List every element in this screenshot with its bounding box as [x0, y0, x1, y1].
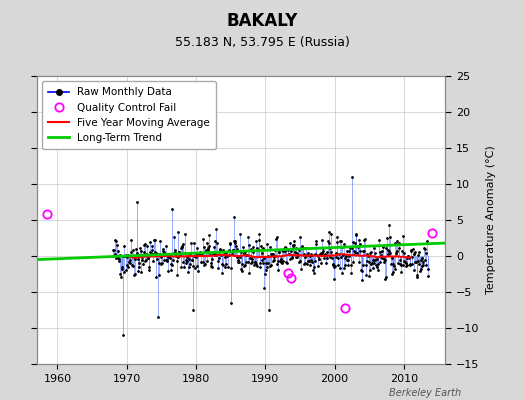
Text: BAKALY: BAKALY	[226, 12, 298, 30]
Legend: Raw Monthly Data, Quality Control Fail, Five Year Moving Average, Long-Term Tren: Raw Monthly Data, Quality Control Fail, …	[42, 81, 216, 149]
Text: 55.183 N, 53.795 E (Russia): 55.183 N, 53.795 E (Russia)	[174, 36, 350, 49]
Text: Berkeley Earth: Berkeley Earth	[389, 388, 461, 398]
Y-axis label: Temperature Anomaly (°C): Temperature Anomaly (°C)	[486, 146, 496, 294]
